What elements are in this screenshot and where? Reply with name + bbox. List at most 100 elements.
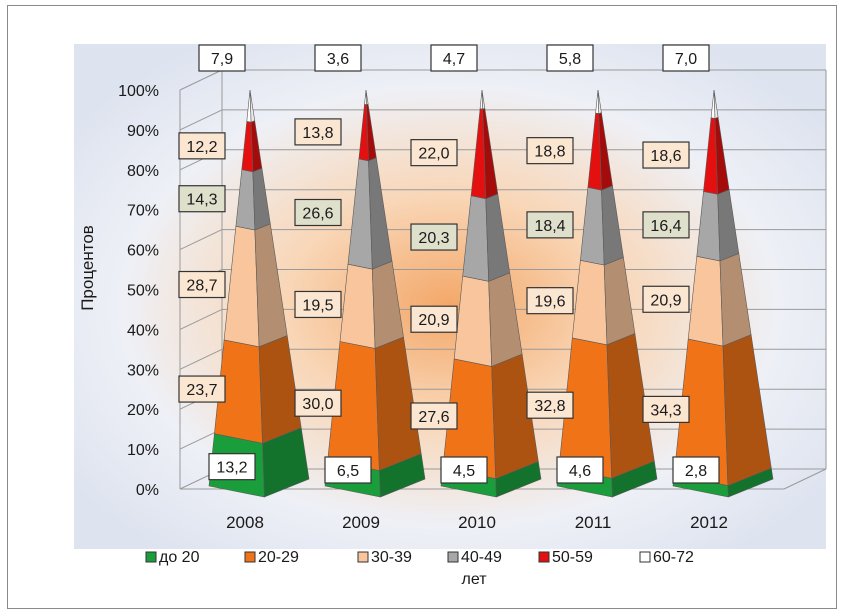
pyramid bbox=[672, 89, 774, 498]
data-label-box bbox=[430, 44, 478, 72]
gridline-side bbox=[179, 69, 223, 91]
data-label-value: 28,7 bbox=[186, 278, 217, 295]
data-label-box bbox=[410, 305, 458, 333]
data-label: 3,6 bbox=[314, 44, 362, 72]
data-label-value: 13,8 bbox=[302, 125, 333, 142]
x-tick-label: 2009 bbox=[342, 513, 380, 532]
data-label: 26,6 bbox=[294, 198, 342, 227]
data-label-box bbox=[526, 287, 574, 315]
y-tick-label: 50% bbox=[127, 283, 159, 300]
legend-swatch bbox=[538, 551, 550, 563]
legend-label: 50-59 bbox=[552, 549, 593, 566]
data-label-value: 7,9 bbox=[211, 51, 233, 68]
data-label-value: 4,6 bbox=[569, 463, 591, 480]
data-label-box bbox=[642, 395, 690, 423]
data-label: 28,7 bbox=[178, 270, 226, 299]
data-label: 18,4 bbox=[526, 211, 574, 239]
y-tick-label: 80% bbox=[127, 163, 159, 180]
data-label-box bbox=[314, 44, 362, 72]
data-label-value: 2,8 bbox=[685, 463, 707, 480]
data-label-value: 18,4 bbox=[534, 218, 565, 235]
pyramid-segment-side bbox=[713, 89, 719, 119]
legend-label: 60-72 bbox=[653, 549, 694, 566]
y-tick-label: 40% bbox=[127, 322, 159, 339]
data-label-box bbox=[556, 456, 604, 484]
data-label-value: 32,8 bbox=[534, 398, 565, 415]
data-label: 4,5 bbox=[440, 456, 488, 484]
legend-swatch bbox=[357, 551, 369, 563]
data-label: 2,8 bbox=[672, 456, 720, 484]
pyramid-segment-side bbox=[249, 89, 256, 123]
pyramid bbox=[440, 89, 542, 498]
data-label: 20,3 bbox=[410, 223, 458, 251]
legend-item: 30-39 bbox=[357, 549, 412, 566]
data-label-value: 4,7 bbox=[443, 51, 465, 68]
data-label-box bbox=[410, 402, 458, 430]
x-tick-label: 2008 bbox=[226, 513, 264, 532]
data-label-value: 12,2 bbox=[186, 139, 217, 156]
data-label-box bbox=[294, 118, 342, 146]
data-label-box bbox=[642, 285, 690, 313]
data-label-value: 20,9 bbox=[650, 292, 681, 309]
legend: до 20 20-29 30-39 40-49 50-59 60-72 bbox=[145, 549, 694, 566]
data-label: 6,5 bbox=[324, 456, 372, 484]
data-label-value: 34,3 bbox=[650, 402, 681, 419]
data-label-box bbox=[178, 270, 226, 299]
data-label: 13,2 bbox=[208, 453, 256, 481]
y-tick-label: 20% bbox=[127, 402, 159, 419]
data-label-value: 26,6 bbox=[302, 205, 333, 222]
data-label: 12,2 bbox=[178, 132, 226, 160]
data-label-value: 18,6 bbox=[650, 148, 681, 165]
data-label: 19,6 bbox=[526, 287, 574, 315]
data-label-value: 5,8 bbox=[559, 51, 581, 68]
data-label: 18,6 bbox=[642, 141, 690, 169]
y-tick-label: 100% bbox=[118, 83, 159, 100]
data-label: 18,8 bbox=[526, 137, 574, 165]
data-label-box bbox=[178, 375, 226, 403]
legend-item: 20-29 bbox=[244, 549, 299, 566]
data-label: 22,0 bbox=[410, 139, 458, 167]
data-label-value: 14,3 bbox=[186, 192, 217, 209]
legend-swatch bbox=[639, 551, 651, 563]
legend-item: 40-49 bbox=[447, 549, 502, 566]
gridline-side bbox=[179, 229, 223, 251]
data-label-value: 19,6 bbox=[534, 294, 565, 311]
data-label-value: 4,5 bbox=[453, 463, 475, 480]
data-label: 4,7 bbox=[430, 44, 478, 72]
data-label-box bbox=[672, 456, 720, 484]
y-tick-label: 0% bbox=[136, 482, 159, 499]
data-label-value: 22,0 bbox=[418, 146, 449, 163]
data-label-box bbox=[526, 137, 574, 165]
data-label-value: 6,5 bbox=[337, 463, 359, 480]
gridline-side bbox=[179, 348, 223, 370]
legend-label: 40-49 bbox=[461, 549, 502, 566]
data-label: 23,7 bbox=[178, 375, 226, 403]
legend-item: 50-59 bbox=[538, 549, 593, 566]
data-label-box bbox=[662, 44, 710, 72]
data-label: 32,8 bbox=[526, 391, 574, 419]
pyramid bbox=[208, 89, 310, 498]
data-label-value: 19,5 bbox=[302, 297, 333, 314]
x-axis: 2008 2009 2010 2011 2012 bbox=[226, 513, 728, 532]
data-label-box bbox=[410, 223, 458, 251]
legend-swatch bbox=[244, 551, 256, 563]
y-tick-label: 70% bbox=[127, 203, 159, 220]
x-tick-label: 2011 bbox=[575, 513, 612, 532]
data-label: 14,3 bbox=[178, 185, 226, 213]
data-label: 7,9 bbox=[198, 44, 246, 72]
data-label: 20,9 bbox=[410, 305, 458, 333]
data-label: 30,0 bbox=[294, 389, 342, 417]
legend-label: 30-39 bbox=[371, 549, 412, 566]
data-label-box bbox=[178, 185, 226, 213]
y-tick-label: 60% bbox=[127, 243, 159, 260]
data-label: 5,8 bbox=[546, 44, 594, 72]
data-label: 19,5 bbox=[294, 290, 342, 319]
x-tick-label: 2012 bbox=[690, 513, 728, 532]
legend-item: 60-72 bbox=[639, 549, 694, 566]
data-label-box bbox=[294, 290, 342, 319]
data-label-box bbox=[294, 198, 342, 227]
data-label-box bbox=[526, 391, 574, 419]
legend-swatch bbox=[447, 551, 459, 563]
data-label-box bbox=[642, 141, 690, 169]
